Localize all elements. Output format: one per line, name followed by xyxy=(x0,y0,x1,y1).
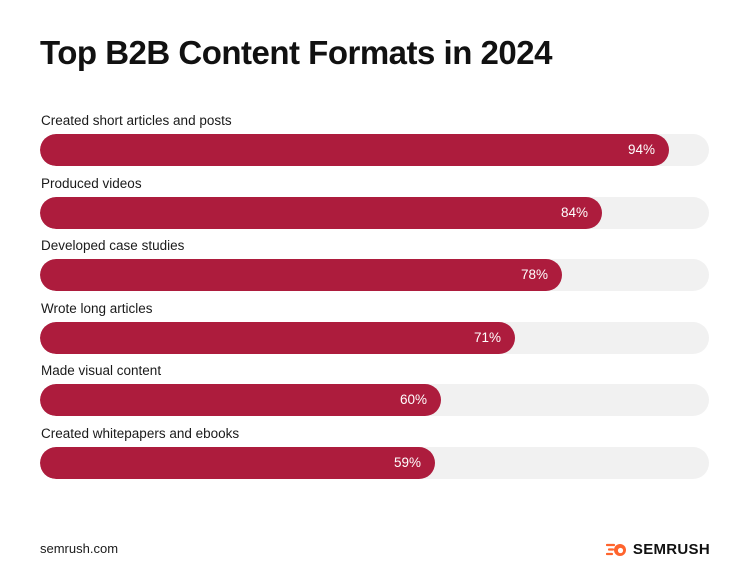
bar-row: Wrote long articles 71% xyxy=(40,301,709,364)
category-label: Produced videos xyxy=(41,175,142,191)
brand-logo: SEMRUSH xyxy=(605,541,710,558)
data-label: 59% xyxy=(393,454,421,470)
category-label: Wrote long articles xyxy=(41,300,153,316)
bar-track: 59% xyxy=(40,446,709,479)
bar: 78% xyxy=(40,259,562,291)
bar-track: 71% xyxy=(40,321,709,354)
bar-track: 60% xyxy=(40,384,709,416)
bar-row: Created whitepapers and ebooks 59% xyxy=(40,426,709,489)
bar-chart: Created short articles and posts 94% Produ… xyxy=(40,113,709,488)
data-label: 71% xyxy=(473,329,501,345)
bar-row: Created short articles and posts 94% xyxy=(40,113,709,176)
category-label: Created whitepapers and ebooks xyxy=(41,425,240,441)
data-label: 60% xyxy=(399,392,427,407)
data-label: 78% xyxy=(520,267,548,282)
bar: 94% xyxy=(40,134,669,166)
semrush-flame-icon xyxy=(605,543,626,556)
category-label: Developed case studies xyxy=(41,238,185,253)
brand-name: SEMRUSH xyxy=(632,541,710,558)
chart-title: Top B2B Content Formats in 2024 xyxy=(40,34,552,71)
data-label: 94% xyxy=(627,142,655,157)
bar-track: 78% xyxy=(40,259,709,291)
bar-row: Produced videos 84% xyxy=(40,176,709,239)
category-label: Made visual content xyxy=(41,363,162,378)
bar-row: Made visual content 60% xyxy=(40,363,709,426)
bar-track: 84% xyxy=(40,196,709,229)
category-label: Created short articles and posts xyxy=(41,113,232,128)
bar: 84% xyxy=(40,196,602,229)
source-text: semrush.com xyxy=(40,541,119,556)
data-label: 84% xyxy=(560,204,588,220)
bar: 60% xyxy=(40,384,441,416)
bar-track: 94% xyxy=(40,134,709,166)
bar: 59% xyxy=(40,446,435,479)
bar-row: Developed case studies 78% xyxy=(40,238,709,301)
bar: 71% xyxy=(40,321,515,354)
